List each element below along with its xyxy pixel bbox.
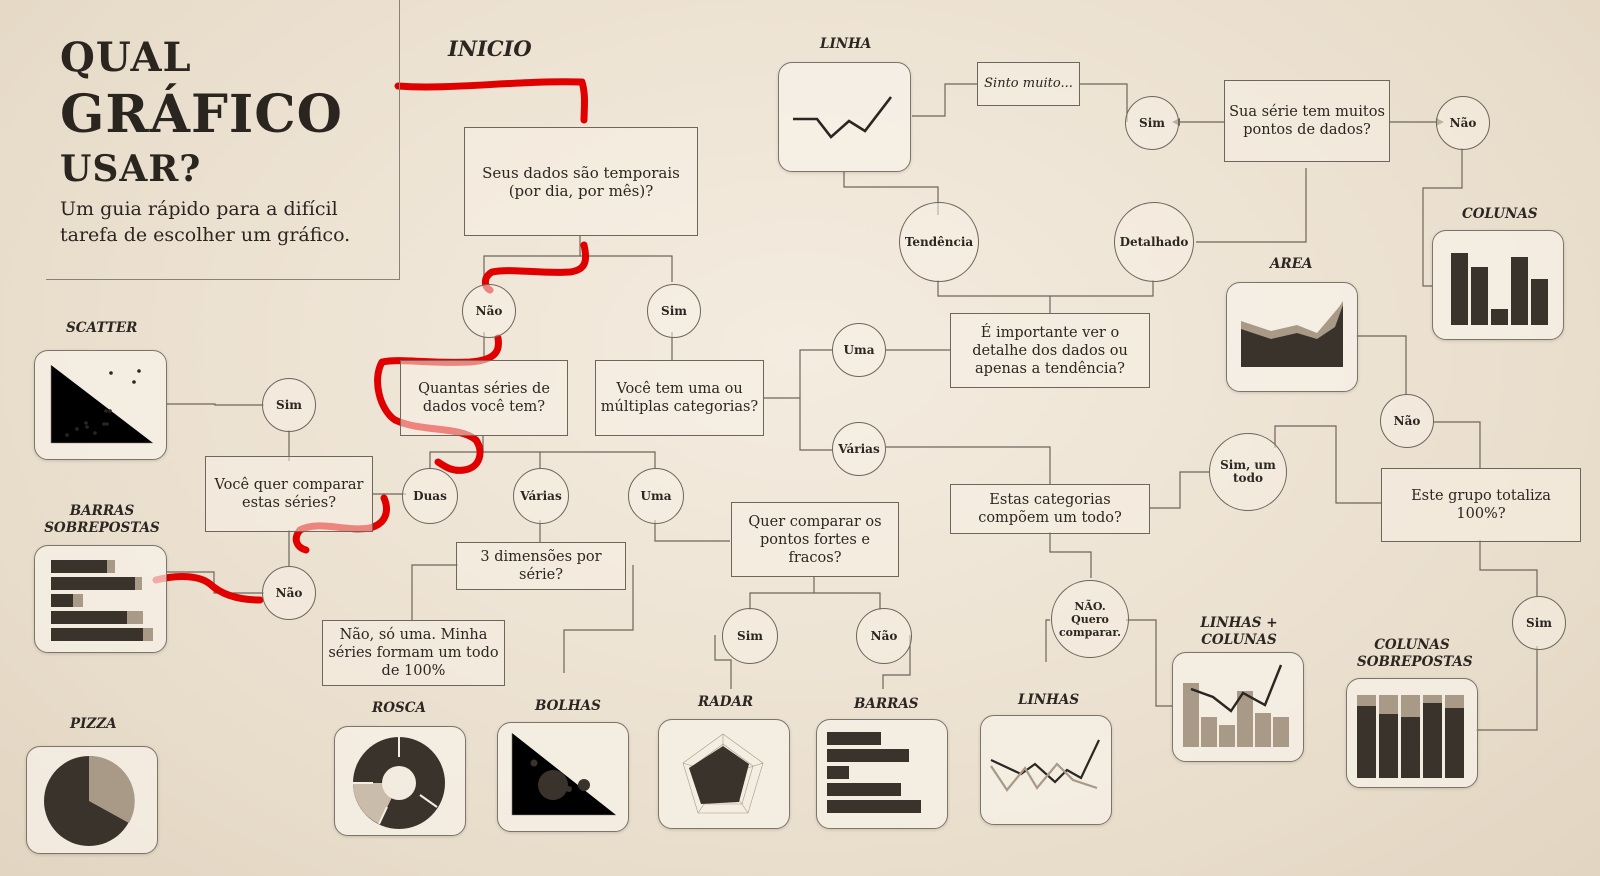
label-radar: RADAR — [698, 694, 754, 710]
question-strengths: Quer comparar os pontos fortes e fracos? — [731, 502, 899, 577]
answer-sim-total: Sim — [1512, 596, 1566, 650]
answer-nao-temporal: Não — [462, 284, 516, 338]
label-linhas: LINHAS — [1018, 692, 1080, 708]
answer-varias-categorias: Várias — [832, 422, 886, 476]
label-bolhas: BOLHAS — [535, 698, 601, 714]
answer-nao-many: Não — [1436, 96, 1490, 150]
answer-sim-whole: Sim, um todo — [1209, 433, 1287, 511]
stacked-bar-chart — [34, 545, 167, 653]
title-line1: QUAL — [60, 34, 192, 81]
subtitle-line2: tarefa de escolher um gráfico. — [60, 224, 351, 246]
answer-tendencia: Tendência — [899, 202, 979, 282]
question-series-count: Quantas séries de dados você tem? — [400, 360, 568, 436]
question-compare-series: Você quer comparar estas séries? — [205, 456, 373, 532]
question-categories: Você tem uma ou múltiplas categorias? — [595, 360, 764, 436]
line-chart — [778, 62, 911, 172]
label-scatter: SCATTER — [66, 320, 138, 336]
question-one-series: Não, só uma. Minha séries formam um todo… — [322, 620, 505, 686]
scatter-chart — [34, 350, 167, 460]
answer-nao-whole: NÃO. Quero comparar. — [1051, 580, 1129, 658]
stacked-column-chart — [1346, 678, 1478, 788]
answer-varias-series: Várias — [513, 468, 569, 524]
line-column-chart — [1172, 652, 1304, 762]
label-rosca: ROSCA — [372, 700, 426, 716]
label-colunas-sobrepostas: COLUNAS SOBREPOSTAS — [1357, 637, 1473, 670]
question-detail: É importante ver o detalhe dos dados ou … — [950, 313, 1150, 388]
bubble-chart — [497, 722, 629, 832]
label-area: AREA — [1270, 256, 1313, 272]
start-label: INICIO — [448, 36, 532, 61]
question-three-dims: 3 dimensões por série? — [456, 542, 626, 590]
answer-detalhado: Detalhado — [1114, 202, 1194, 282]
multi-line-chart — [980, 715, 1112, 825]
answer-sim-temporal: Sim — [647, 284, 701, 338]
title-line3: USAR? — [60, 148, 202, 190]
answer-uma-series: Uma — [628, 468, 684, 524]
answer-duas: Duas — [402, 468, 458, 524]
answer-sim-strengths: Sim — [722, 608, 778, 664]
bar-chart — [816, 719, 948, 829]
label-barras-sobrepostas: BARRAS SOBREPOSTAS — [44, 503, 160, 536]
subtitle-line1: Um guia rápido para a difícil — [60, 198, 338, 220]
question-total100: Este grupo totaliza 100%? — [1381, 468, 1581, 542]
radar-chart — [658, 719, 790, 829]
answer-nao-total: Não — [1380, 394, 1434, 448]
pie-chart — [26, 746, 158, 854]
note-sorry: Sinto muito... — [977, 62, 1080, 106]
title-line2: GRÁFICO — [60, 84, 343, 145]
label-barras: BARRAS — [854, 696, 919, 712]
label-linha: LINHA — [820, 36, 872, 52]
answer-nao-compare: Não — [262, 566, 316, 620]
label-colunas: COLUNAS — [1462, 206, 1538, 222]
question-whole: Estas categorias compõem um todo? — [950, 484, 1150, 534]
answer-sim-many: Sim — [1125, 96, 1179, 150]
answer-uma-categoria: Uma — [832, 323, 886, 377]
answer-sim-compare: Sim — [262, 378, 316, 432]
donut-chart — [334, 726, 466, 836]
area-chart — [1226, 282, 1358, 392]
label-pizza: PIZZA — [70, 716, 117, 732]
answer-nao-strengths: Não — [856, 608, 912, 664]
label-linhas-colunas: LINHAS + COLUNAS — [1200, 615, 1278, 648]
subtitle: Um guia rápido para a difícil tarefa de … — [60, 196, 390, 248]
column-chart — [1432, 230, 1564, 340]
question-many-points: Sua série tem muitos pontos de dados? — [1224, 80, 1390, 162]
question-temporal: Seus dados são temporais (por dia, por m… — [464, 127, 698, 236]
title-panel — [46, 0, 400, 280]
